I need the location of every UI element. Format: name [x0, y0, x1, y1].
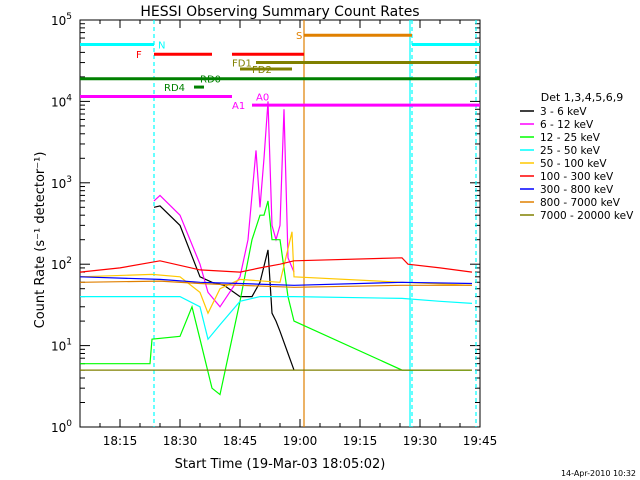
- series-line-3: [80, 200, 472, 396]
- legend-item-label: 25 - 50 keV: [540, 145, 601, 157]
- flag-label-a1: A1: [232, 101, 245, 112]
- flag-label-fd2: FD2: [252, 65, 272, 76]
- flag-label-rd4: RD4: [164, 83, 185, 94]
- x-tick-label: 18:30: [163, 434, 198, 448]
- legend-item-label: 3 - 6 keV: [540, 106, 587, 118]
- series-line-1: [153, 205, 295, 371]
- series-line-5: [79, 231, 473, 315]
- legend-item-label: 12 - 25 keV: [540, 132, 601, 144]
- series-line-2: [153, 101, 295, 308]
- legend-item-label: 6 - 12 keV: [540, 119, 594, 131]
- y-tick-label: 103: [51, 175, 72, 191]
- y-tick-label: 100: [51, 419, 72, 435]
- legend-item-label: 50 - 100 keV: [540, 158, 607, 170]
- legend-title: Det 1,3,4,5,6,9: [541, 91, 624, 104]
- chart-title: HESSI Observing Summary Count Rates: [140, 4, 419, 20]
- series-line-6: [79, 257, 473, 273]
- x-tick-label: 18:45: [223, 434, 258, 448]
- legend-item-label: 300 - 800 keV: [540, 184, 614, 196]
- y-tick-label: 102: [51, 256, 72, 272]
- axis-ticks: 18:15 18:30 18:45 19:00 19:15 19:30 19:45 100 10…: [51, 12, 497, 448]
- series-line-4: [80, 296, 473, 341]
- x-tick-label: 19:15: [343, 434, 378, 448]
- flag-label-rd0: RD0: [200, 75, 221, 86]
- y-axis-label: Count Rate (s⁻¹ detector⁻¹): [33, 152, 48, 329]
- legend-item-label: 7000 - 20000 keV: [540, 210, 634, 222]
- series-lines: [79, 101, 473, 396]
- y-tick-label: 104: [51, 93, 72, 109]
- flag-label-fd1: FD1: [232, 59, 252, 70]
- series-line-7: [79, 276, 473, 286]
- flag-label-a0: A0: [256, 92, 269, 103]
- flag-label-n: N: [158, 41, 165, 52]
- vertical-markers: [153, 20, 477, 427]
- legend-item-label: 800 - 7000 keV: [540, 197, 621, 209]
- x-tick-label: 19:45: [463, 434, 498, 448]
- flag-label-s: S: [296, 31, 302, 42]
- y-tick-label: 101: [51, 338, 72, 354]
- x-tick-label: 18:15: [103, 434, 138, 448]
- legend-item-label: 100 - 300 keV: [540, 171, 614, 183]
- y-tick-label: 105: [51, 12, 72, 28]
- x-tick-label: 19:00: [283, 434, 318, 448]
- x-axis-label: Start Time (19-Mar-03 18:05:02): [175, 457, 386, 472]
- x-tick-label: 19:30: [403, 434, 438, 448]
- flag-label-f: F: [136, 50, 142, 61]
- timestamp: 14-Apr-2010 10:32: [561, 469, 636, 478]
- series-line-8: [79, 280, 472, 288]
